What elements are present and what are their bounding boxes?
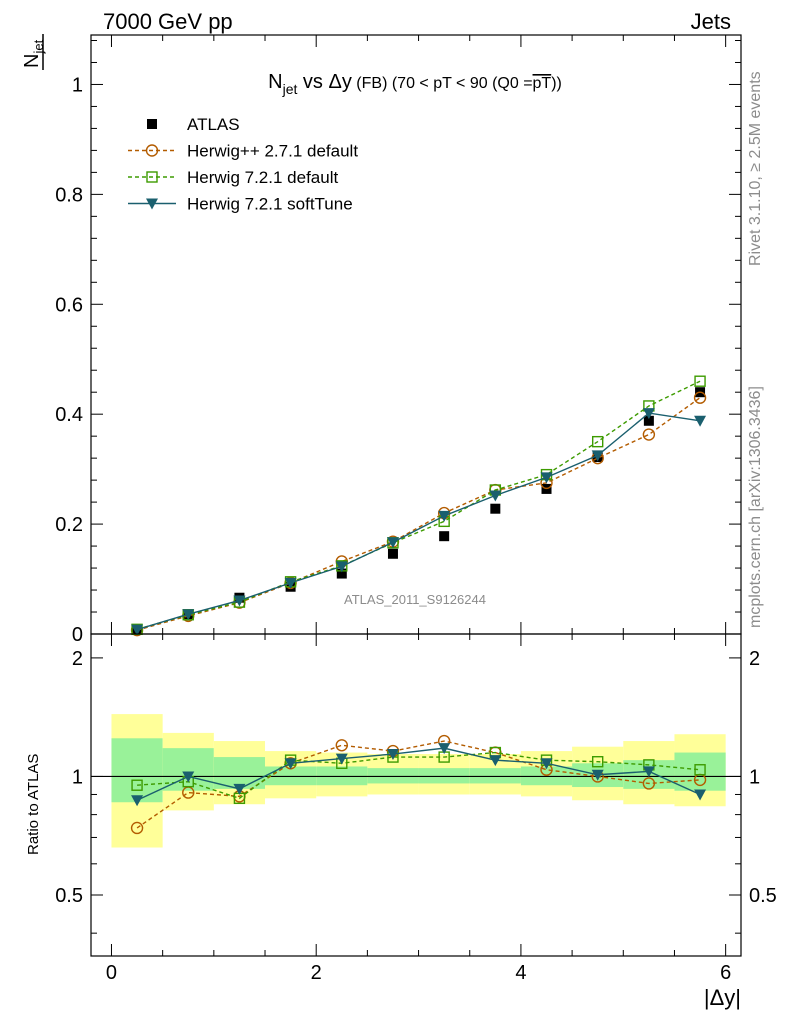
data-point	[591, 450, 604, 462]
legend-label: ATLAS	[187, 115, 240, 134]
ratio-xlabel: |Δy|	[704, 985, 741, 1010]
data-point	[591, 435, 604, 448]
data-point	[439, 531, 450, 542]
data-point	[182, 609, 195, 621]
side-text-top: Rivet 3.1.10, ≥ 2.5M events	[747, 71, 764, 266]
ratio-data-point	[131, 779, 143, 791]
data-point	[643, 415, 654, 426]
ratio-data-point	[489, 755, 502, 767]
ratio-data-point	[642, 766, 655, 778]
legend-marker	[145, 144, 159, 157]
ratio-ytick-label-right: 2	[749, 648, 760, 670]
header-left: 7000 GeV pp	[103, 9, 233, 34]
ratio-data-point	[284, 758, 297, 770]
series-line	[136, 412, 701, 631]
ratio-data-point	[233, 783, 246, 795]
legend: ATLAS Herwig++ 2.7.1 default Herwig 7.2.1 …	[128, 115, 358, 214]
ratio-data-point	[694, 764, 706, 776]
main-ytick-label: 0.2	[55, 514, 83, 536]
ratio-data-point	[131, 795, 144, 807]
ratio-data-point	[130, 821, 144, 835]
legend-marker	[147, 119, 157, 129]
ratio-ytick-label-right: 0.5	[749, 885, 777, 907]
ratio-data-point	[386, 749, 399, 761]
data-point	[233, 595, 246, 607]
ratio-data-point	[591, 756, 604, 768]
ratio-series-line	[136, 740, 701, 829]
legend-marker	[146, 198, 158, 210]
data-point	[336, 568, 347, 579]
ratio-data-point	[591, 769, 604, 781]
ratio-ytick-label: 1	[72, 766, 83, 788]
ratio-xtick-label: 2	[311, 962, 322, 984]
main-title: Njet vs Δy (FB) (70 < pT < 90 (Q0 =pT))	[268, 71, 562, 97]
band-inner	[469, 768, 521, 784]
data-point	[386, 537, 399, 549]
band-inner	[674, 752, 726, 791]
ratio-xtick-label: 4	[515, 962, 526, 984]
data-point	[693, 391, 707, 404]
legend-label: Herwig 7.2.1 softTune	[187, 195, 353, 214]
data-point	[387, 548, 398, 559]
ratio-xtick-label: 0	[106, 962, 117, 984]
watermark: ATLAS_2011_S9126244	[344, 592, 486, 607]
ratio-plot: 0.5 0.5 1 1 2 2 0 2 4 6	[55, 633, 777, 984]
main-ytick-label: 0.8	[55, 184, 83, 206]
main-plot: 0 0.2 0.4 0.6 0.8 1 ATLAS Herwig++ 2.7.1 defaul…	[55, 34, 742, 646]
legend-label: Herwig++ 2.7.1 default	[187, 142, 358, 161]
ratio-data-point	[540, 758, 553, 770]
ratio-data-point	[335, 753, 348, 765]
main-ytick-label: 0	[72, 624, 83, 646]
header-right: Jets	[691, 9, 731, 34]
ratio-ylabel: Ratio to ATLAS	[25, 754, 42, 855]
band-inner	[213, 757, 266, 789]
main-ytick-label: 0.6	[55, 294, 83, 316]
data-point	[540, 472, 553, 484]
ratio-series-line	[136, 747, 701, 801]
data-point	[489, 490, 502, 502]
data-point	[642, 408, 655, 420]
band-inner	[162, 748, 214, 791]
legend-marker	[146, 171, 158, 183]
ratio-data-point	[335, 739, 348, 752]
legend-label: Herwig 7.2.1 default	[187, 168, 338, 187]
ratio-ytick-label-right: 1	[749, 766, 760, 788]
data-point	[694, 375, 706, 387]
ratio-xtick-label: 6	[720, 962, 731, 984]
data-point	[438, 510, 451, 522]
data-point	[131, 624, 144, 636]
band-inner	[367, 768, 419, 784]
data-point	[642, 428, 656, 441]
main-ytick-label: 0.4	[55, 404, 83, 426]
main-ylabel: Njet	[21, 34, 46, 70]
data-point	[284, 577, 297, 589]
ratio-frame	[90, 633, 742, 957]
ratio-data-point	[438, 743, 451, 755]
ratio-data-point	[642, 777, 656, 790]
ratio-data-point	[694, 789, 707, 801]
band-inner	[418, 768, 470, 784]
main-ytick-label: 1	[72, 74, 83, 96]
ratio-data-point	[182, 771, 195, 783]
ratio-series-line	[137, 751, 701, 800]
side-text-bottom: mcplots.cern.ch [arXiv:1306.3436]	[747, 386, 764, 628]
data-point	[490, 503, 501, 514]
ratio-ytick-label: 0.5	[55, 885, 83, 907]
data-point	[694, 415, 707, 427]
data-point	[335, 561, 348, 573]
ratio-ytick-label: 2	[72, 648, 83, 670]
